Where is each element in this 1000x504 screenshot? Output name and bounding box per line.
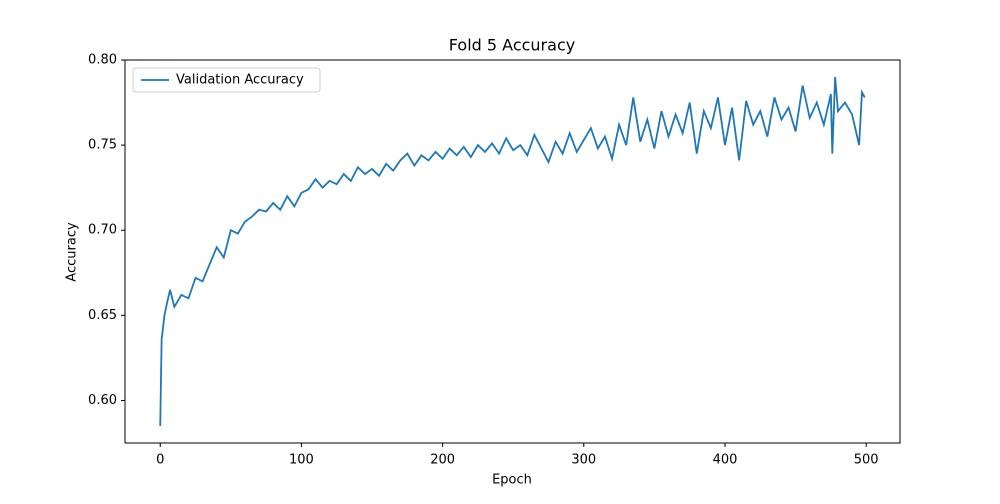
y-tick-label: 0.80 [88, 53, 117, 68]
x-tick-label: 400 [713, 453, 738, 468]
legend-box [132, 67, 321, 93]
x-tick-label: 100 [289, 453, 314, 468]
legend-label: Validation Accuracy [176, 73, 304, 88]
y-tick-label: 0.65 [88, 308, 117, 323]
x-tick-label: 200 [430, 453, 455, 468]
y-axis-label: Accuracy [65, 222, 80, 282]
data-line [159, 76, 866, 426]
y-tick-label: 0.75 [88, 138, 117, 153]
x-axis-label: Epoch [492, 473, 532, 488]
plot-frame [124, 59, 901, 444]
chart-title: Fold 5 Accuracy [449, 36, 575, 55]
x-tick-label: 500 [854, 453, 879, 468]
y-tick-label: 0.60 [88, 393, 117, 408]
x-tick-label: 0 [156, 453, 164, 468]
y-tick-label: 0.70 [88, 223, 117, 238]
x-tick-label: 300 [571, 453, 596, 468]
